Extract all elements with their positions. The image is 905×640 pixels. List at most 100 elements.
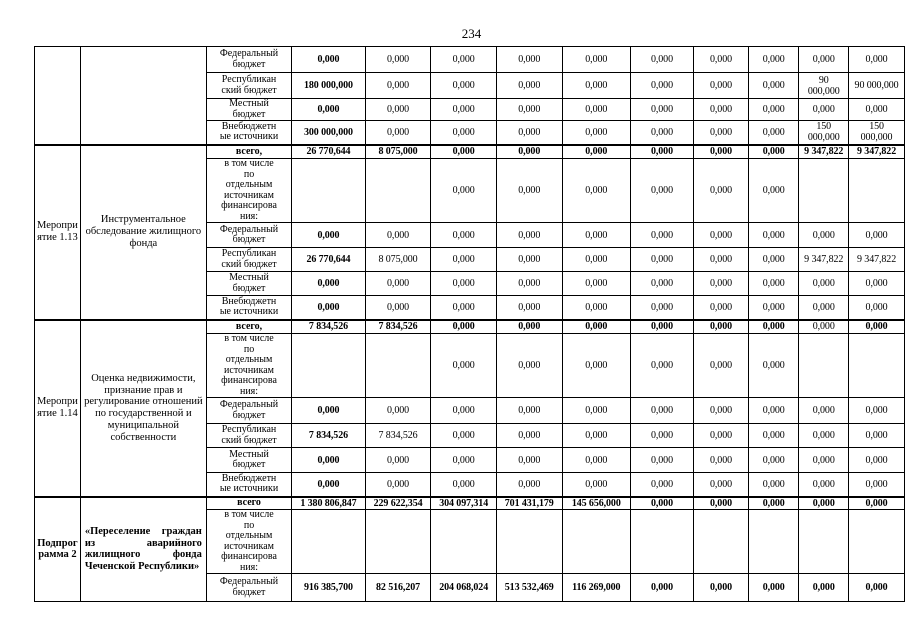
value-cell: 9 347,822 [848, 247, 905, 272]
value-cell: 0,000 [748, 158, 800, 223]
activity-description-cell [79, 46, 207, 145]
value-cell: 0,000 [291, 271, 366, 296]
value-cell [692, 509, 750, 574]
program-label-cell [34, 46, 81, 145]
value-cell [430, 509, 497, 574]
value-cell: 0,000 [692, 397, 750, 424]
funding-source-cell: Внебюджетн ые источники [205, 120, 293, 145]
funding-source-cell: Республикан ский бюджет [205, 247, 293, 272]
value-cell: 0,000 [630, 318, 694, 334]
value-cell [848, 509, 905, 574]
value-cell: 0,000 [561, 423, 632, 448]
value-cell: 0,000 [692, 573, 750, 602]
value-cell: 0,000 [430, 397, 497, 424]
value-cell: 0,000 [798, 495, 850, 510]
funding-source-cell: в том числе по отдельным источникам фина… [205, 333, 293, 398]
value-cell: 7 834,526 [291, 423, 366, 448]
value-cell: 0,000 [692, 46, 750, 73]
value-cell: 0,000 [561, 222, 632, 248]
value-cell: 0,000 [748, 573, 800, 602]
program-label-cell: Меропри ятие 1.13 [34, 143, 81, 320]
value-cell: 0,000 [291, 295, 366, 320]
value-cell: 0,000 [798, 423, 850, 448]
value-cell: 0,000 [748, 72, 800, 99]
value-cell: 0,000 [748, 495, 800, 510]
value-cell: 229 622,354 [364, 495, 432, 510]
value-cell: 0,000 [692, 318, 750, 334]
funding-source-cell: Федеральный бюджет [205, 397, 293, 424]
value-cell: 0,000 [561, 333, 632, 398]
value-cell: 0,000 [630, 98, 694, 121]
funding-source-cell: Местный бюджет [205, 98, 293, 121]
value-cell: 0,000 [748, 46, 800, 73]
value-cell: 0,000 [430, 222, 497, 248]
value-cell: 0,000 [364, 222, 432, 248]
value-cell: 0,000 [561, 472, 632, 497]
value-cell: 0,000 [561, 72, 632, 99]
value-cell: 0,000 [364, 397, 432, 424]
value-cell: 0,000 [561, 247, 632, 272]
funding-source-cell: Внебюджетн ые источники [205, 472, 293, 497]
value-cell: 90 000,000 [798, 72, 850, 99]
value-cell: 0,000 [430, 158, 497, 223]
value-cell: 180 000,000 [291, 72, 366, 99]
value-cell [798, 158, 850, 223]
program-label-cell: Меропри ятие 1.14 [34, 318, 81, 497]
value-cell: 90 000,000 [848, 72, 905, 99]
value-cell: 0,000 [291, 98, 366, 121]
value-cell: 0,000 [848, 423, 905, 448]
value-cell: 0,000 [495, 271, 563, 296]
value-cell [291, 333, 366, 398]
value-cell: 0,000 [630, 397, 694, 424]
value-cell: 7 834,526 [291, 318, 366, 334]
value-cell: 0,000 [495, 447, 563, 473]
value-cell: 0,000 [748, 397, 800, 424]
value-cell [798, 333, 850, 398]
funding-source-cell: в том числе по отдельным источникам фина… [205, 158, 293, 223]
value-cell: 0,000 [748, 333, 800, 398]
value-cell: 0,000 [364, 447, 432, 473]
value-cell: 0,000 [630, 423, 694, 448]
value-cell: 0,000 [430, 318, 497, 334]
value-cell: 0,000 [692, 98, 750, 121]
value-cell [798, 509, 850, 574]
value-cell: 0,000 [630, 472, 694, 497]
funding-source-cell: Местный бюджет [205, 447, 293, 473]
value-cell: 82 516,207 [364, 573, 432, 602]
value-cell: 0,000 [430, 447, 497, 473]
value-cell: 304 097,314 [430, 495, 497, 510]
value-cell: 0,000 [848, 495, 905, 510]
value-cell: 0,000 [848, 271, 905, 296]
funding-source-cell: Внебюджетн ые источники [205, 295, 293, 320]
value-cell: 0,000 [692, 495, 750, 510]
value-cell: 0,000 [798, 573, 850, 602]
value-cell [291, 509, 366, 574]
value-cell: 0,000 [561, 397, 632, 424]
value-cell: 0,000 [848, 447, 905, 473]
value-cell: 0,000 [748, 222, 800, 248]
funding-source-cell: Федеральный бюджет [205, 573, 293, 602]
value-cell: 0,000 [364, 120, 432, 145]
value-cell: 145 656,000 [561, 495, 632, 510]
funding-source-cell: всего, [205, 143, 293, 159]
value-cell: 0,000 [848, 222, 905, 248]
value-cell [748, 509, 800, 574]
value-cell: 0,000 [748, 472, 800, 497]
value-cell: 0,000 [495, 472, 563, 497]
value-cell [848, 158, 905, 223]
value-cell: 9 347,822 [798, 143, 850, 159]
value-cell: 0,000 [430, 333, 497, 398]
value-cell: 0,000 [630, 495, 694, 510]
value-cell: 0,000 [692, 72, 750, 99]
value-cell: 0,000 [430, 143, 497, 159]
value-cell: 9 347,822 [848, 143, 905, 159]
funding-source-cell: Федеральный бюджет [205, 46, 293, 73]
value-cell: 0,000 [692, 158, 750, 223]
value-cell: 0,000 [430, 72, 497, 99]
value-cell: 0,000 [291, 397, 366, 424]
value-cell [561, 509, 632, 574]
value-cell: 916 385,700 [291, 573, 366, 602]
value-cell: 26 770,644 [291, 143, 366, 159]
value-cell: 0,000 [291, 46, 366, 73]
budget-table: Федеральный бюджет 0,000 0,000 0,000 0,000 0,… [34, 46, 905, 602]
